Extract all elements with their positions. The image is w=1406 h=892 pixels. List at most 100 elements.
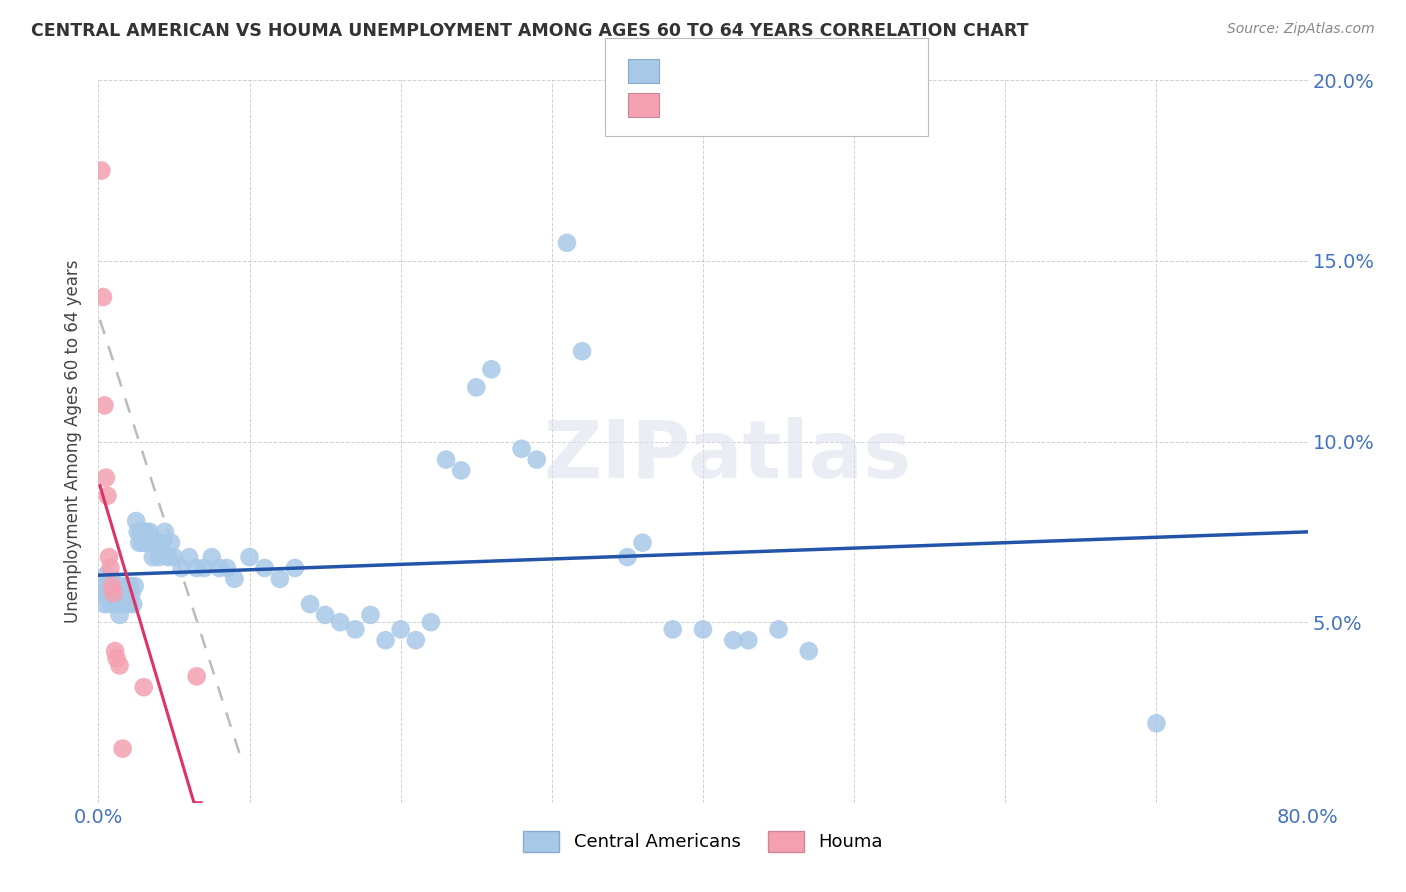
Point: [224, 572, 246, 586]
Point: [96, 489, 118, 503]
Point: [134, 535, 156, 549]
Point: [299, 597, 322, 611]
Point: [98, 550, 121, 565]
Point: [90, 579, 112, 593]
Point: [108, 658, 131, 673]
Point: [91, 290, 114, 304]
Point: [186, 561, 208, 575]
Point: [526, 452, 548, 467]
Point: [128, 535, 150, 549]
Point: [737, 633, 759, 648]
Point: [127, 524, 149, 539]
Point: [100, 561, 122, 575]
Text: 0.123: 0.123: [710, 61, 762, 78]
Text: CENTRAL AMERICAN VS HOUMA UNEMPLOYMENT AMONG AGES 60 TO 64 YEARS CORRELATION CHA: CENTRAL AMERICAN VS HOUMA UNEMPLOYMENT A…: [31, 22, 1028, 40]
Point: [571, 344, 593, 359]
Text: Source: ZipAtlas.com: Source: ZipAtlas.com: [1227, 22, 1375, 37]
Point: [555, 235, 578, 250]
Text: 15: 15: [815, 95, 841, 112]
Point: [104, 644, 127, 658]
Point: [797, 644, 820, 658]
Point: [389, 623, 412, 637]
Point: [193, 561, 215, 575]
Point: [93, 597, 115, 611]
Point: [121, 586, 143, 600]
Text: 80: 80: [815, 61, 841, 78]
Point: [115, 586, 138, 600]
Point: [142, 550, 165, 565]
Legend: Central Americans, Houma: Central Americans, Houma: [516, 823, 890, 859]
Point: [723, 633, 745, 648]
Point: [768, 623, 790, 637]
Point: [631, 535, 654, 549]
Point: [450, 463, 472, 477]
Point: [253, 561, 276, 575]
Text: ZIPatlas: ZIPatlas: [543, 417, 911, 495]
Point: [98, 579, 121, 593]
Point: [110, 579, 132, 593]
Point: [239, 550, 262, 565]
Point: [1144, 716, 1167, 731]
Point: [314, 607, 336, 622]
Point: [101, 579, 124, 593]
Point: [148, 550, 170, 565]
Point: [118, 597, 141, 611]
Text: R =: R =: [671, 61, 710, 78]
Point: [107, 586, 129, 600]
Point: [360, 607, 382, 622]
Point: [405, 633, 427, 648]
Point: [96, 586, 118, 600]
Point: [163, 550, 186, 565]
Point: [120, 579, 142, 593]
Point: [465, 380, 488, 394]
Point: [139, 524, 162, 539]
Point: [103, 586, 125, 600]
Point: [661, 623, 683, 637]
Point: [122, 597, 145, 611]
Point: [101, 572, 124, 586]
Point: [108, 607, 131, 622]
Point: [104, 579, 127, 593]
Point: [215, 561, 238, 575]
Y-axis label: Unemployment Among Ages 60 to 64 years: Unemployment Among Ages 60 to 64 years: [65, 260, 83, 624]
Point: [111, 741, 134, 756]
Point: [420, 615, 443, 630]
Text: N =: N =: [776, 95, 815, 112]
Point: [692, 623, 714, 637]
Point: [160, 535, 183, 549]
Point: [90, 163, 112, 178]
Point: [269, 572, 291, 586]
Point: [145, 535, 167, 549]
Text: R =: R =: [671, 95, 710, 112]
Point: [208, 561, 231, 575]
Point: [94, 568, 117, 582]
Point: [170, 561, 193, 575]
Point: [132, 524, 155, 539]
Point: [132, 680, 155, 694]
Point: [129, 524, 152, 539]
Point: [329, 615, 352, 630]
Point: [100, 597, 122, 611]
Point: [374, 633, 396, 648]
Point: [510, 442, 533, 456]
Point: [105, 597, 128, 611]
Point: [105, 651, 128, 665]
Point: [186, 669, 208, 683]
Point: [153, 524, 176, 539]
Point: [284, 561, 307, 575]
Point: [150, 535, 173, 549]
Point: [156, 550, 179, 565]
Point: [131, 535, 153, 549]
Point: [94, 471, 117, 485]
Point: [136, 535, 159, 549]
Point: [141, 535, 163, 549]
Point: [125, 514, 148, 528]
Text: −0.431: −0.431: [710, 95, 776, 112]
Point: [616, 550, 638, 565]
Point: [179, 550, 201, 565]
Point: [201, 550, 224, 565]
Point: [91, 586, 114, 600]
Point: [135, 524, 157, 539]
Point: [93, 398, 115, 412]
Point: [481, 362, 503, 376]
